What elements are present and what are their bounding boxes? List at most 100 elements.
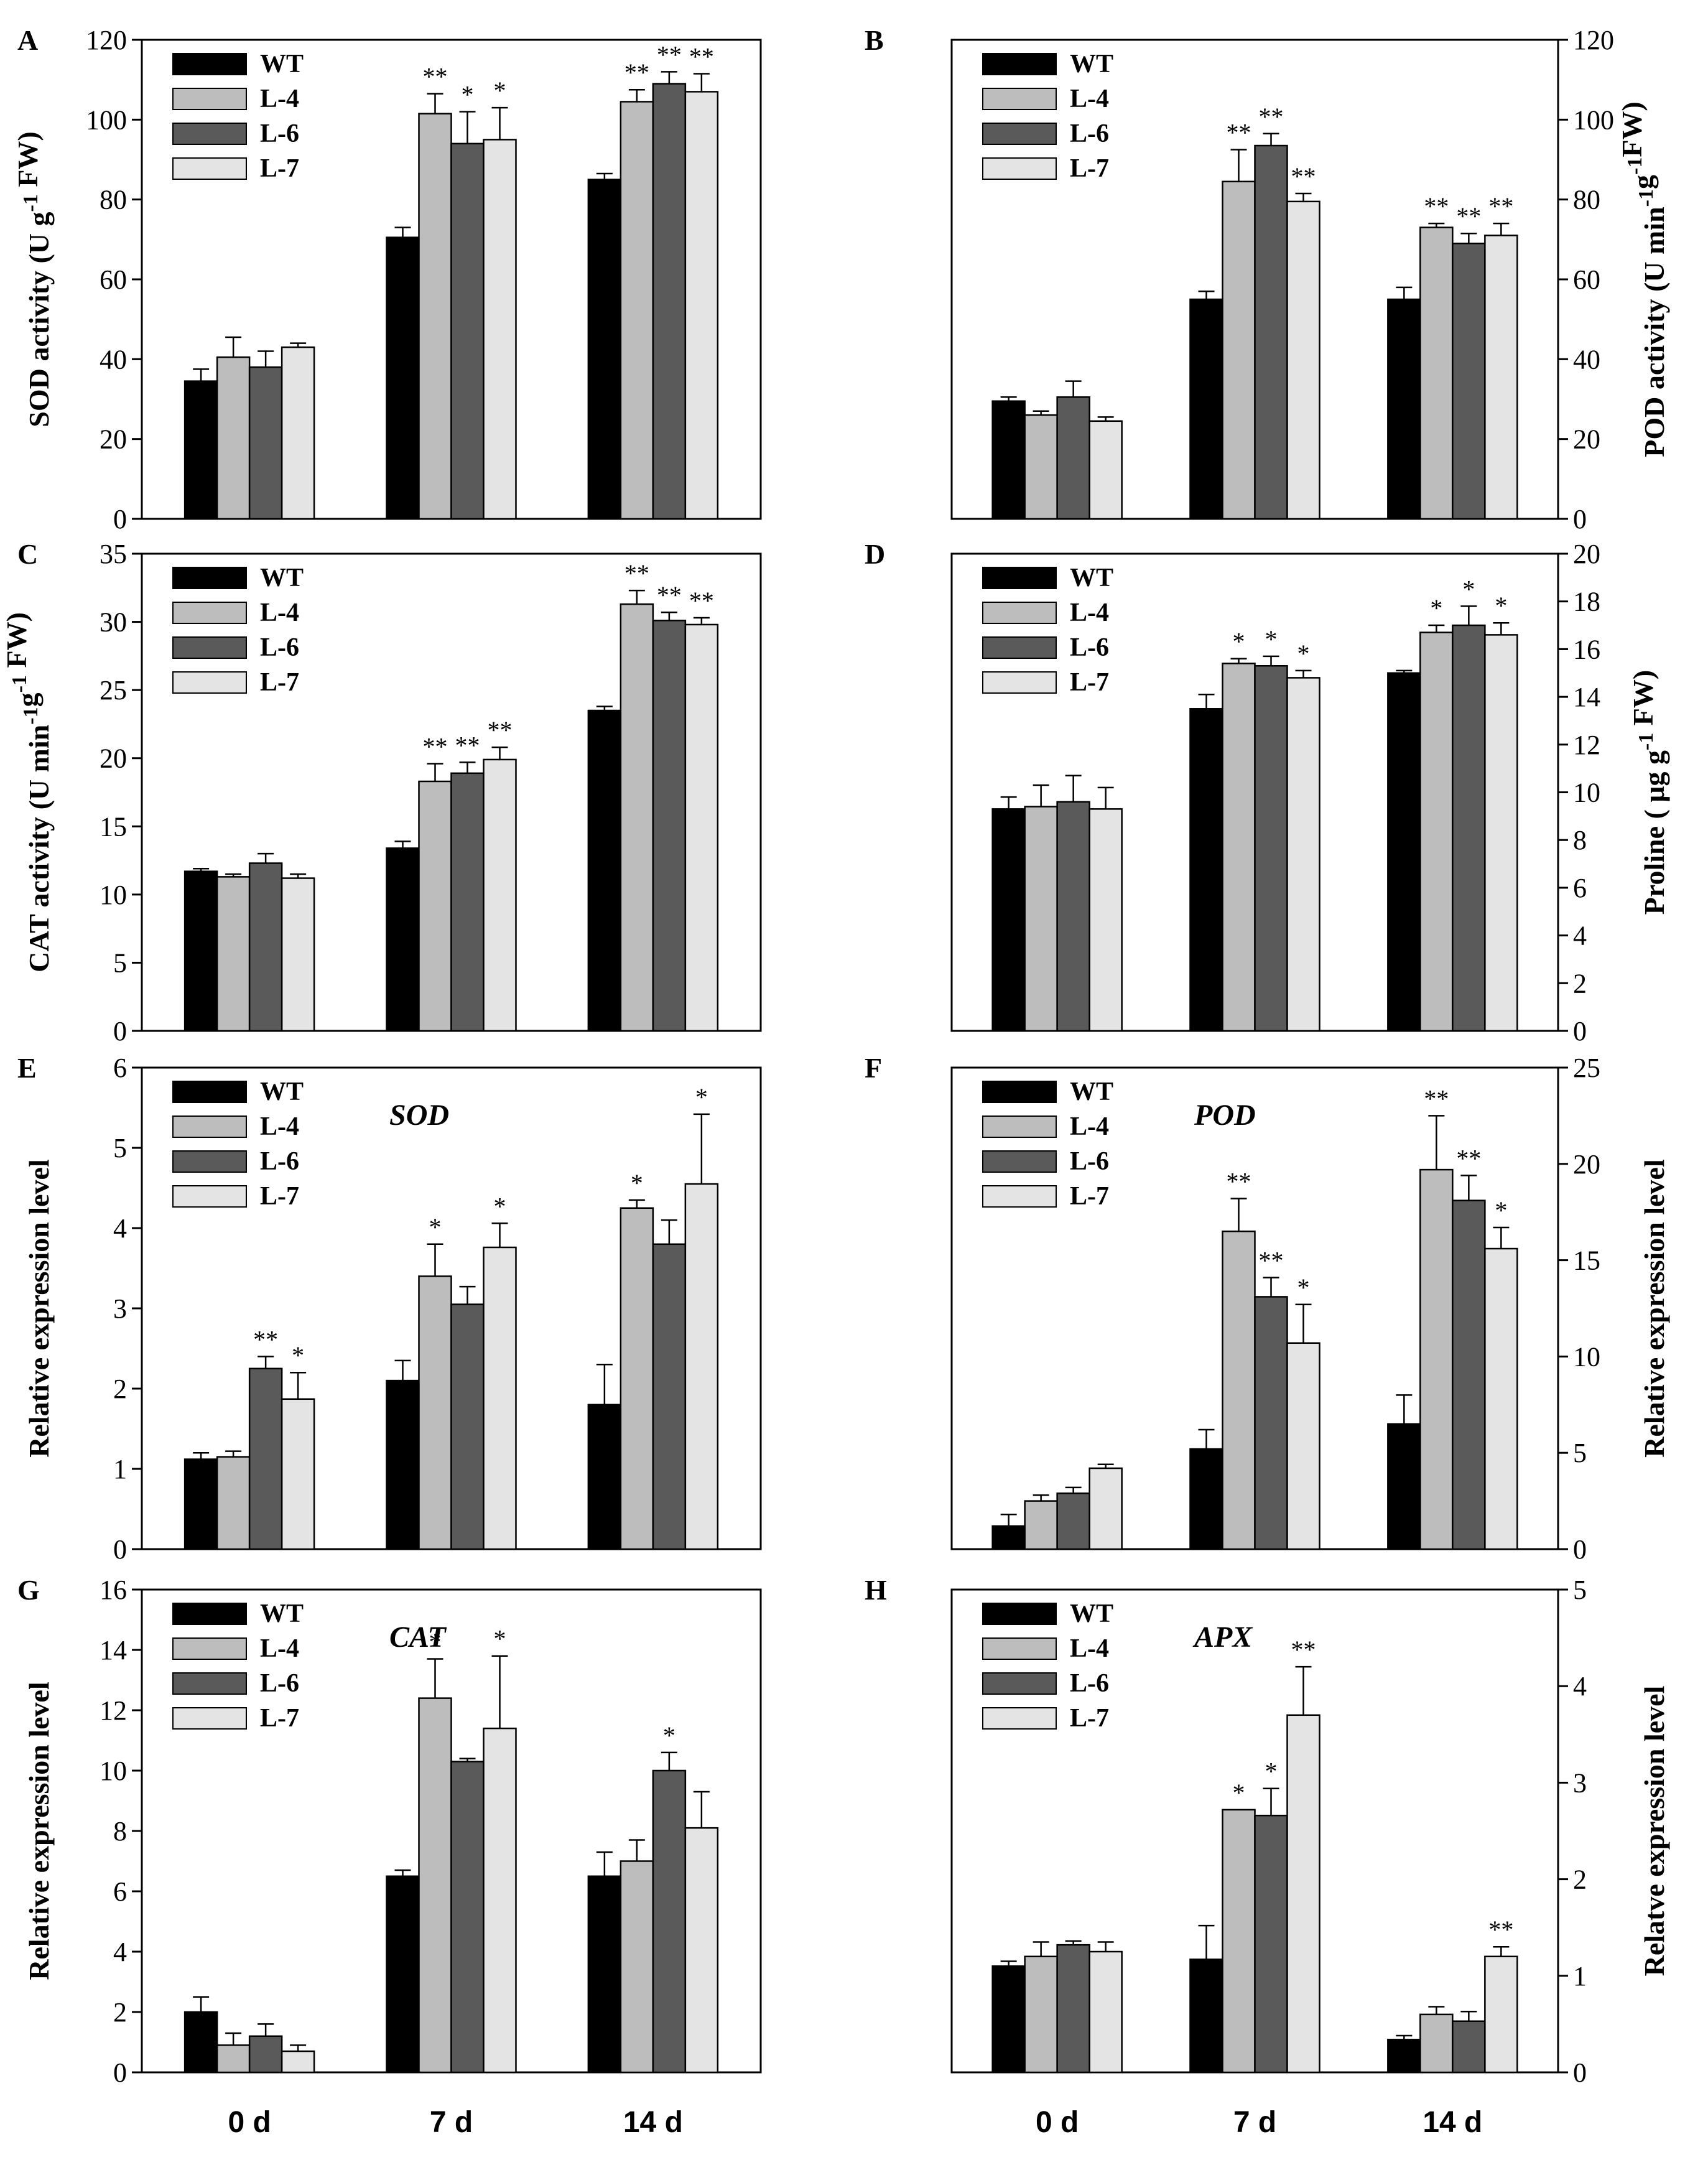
bar-L-4-0d [1024,1955,1058,2074]
legend-swatch [982,567,1057,589]
significance-marker: ** [624,58,649,86]
bar-WT-7d [386,847,420,1032]
bar-WT-14d [587,1404,622,1550]
y-axis-label-part: FW) [1,612,32,675]
legend-swatch [172,53,247,75]
x-tick-label: 7 d [1233,2106,1276,2139]
y-tick-label: 2 [113,1997,127,2028]
significance-marker: * [462,81,474,109]
y-tick-label: 120 [1573,25,1614,55]
y-tick-label: 4 [1573,1671,1587,1702]
bar-L-7-14d [1484,634,1518,1032]
bar-L-6-7d [1254,664,1288,1032]
significance-marker: ** [689,43,714,71]
y-tick-label: 14 [100,1635,127,1665]
significance-marker: * [1297,640,1310,668]
legend-label: L-6 [260,633,299,662]
bar-L-6-14d [652,1243,687,1550]
y-tick-label: 6 [113,1053,127,1083]
bar-L-6-7d [450,1303,485,1550]
significance-marker: ** [657,40,682,68]
significance-marker: * [494,77,506,105]
y-axis-label-part: Relative expression level [23,1682,55,1980]
legend-swatch [172,1603,247,1625]
bar-L-7-0d [281,346,315,520]
legend-swatch [982,1603,1057,1625]
y-tick-label: 0 [1573,504,1587,534]
legend-swatch [172,671,247,694]
y-tick-label: 20 [1573,539,1600,569]
y-tick-label: 16 [1573,634,1600,664]
bar-WT-0d [991,400,1026,520]
chart-title: POD [1194,1099,1256,1132]
bar-L-6-0d [248,1367,283,1550]
bar-L-6-14d [1452,2020,1486,2074]
bar-WT-0d [991,1965,1026,2074]
bar-WT-0d [991,808,1026,1032]
y-tick-label: 2 [113,1374,127,1404]
significance-marker: * [494,1625,506,1653]
bar-L-4-0d [216,2044,251,2074]
legend-label: L-6 [1070,1669,1109,1698]
bar-L-4-0d [1024,414,1058,520]
legend-label: L-7 [1070,1704,1109,1733]
y-tick-label: 120 [86,25,127,55]
significance-marker: ** [1259,1246,1284,1274]
y-axis-label-part: FW) [1627,670,1659,733]
legend-label: L-6 [260,1669,299,1698]
significance-marker: * [1265,1758,1278,1786]
y-tick-label: 20 [1573,1149,1600,1180]
bar-L-7-7d [1286,677,1320,1032]
x-tick-label: 7 d [430,2106,473,2139]
y-tick-label: 6 [1573,873,1587,903]
legend-swatch [172,1115,247,1138]
y-tick-label: 0 [1573,2057,1587,2088]
y-tick-label: 10 [1573,1341,1600,1372]
bar-L-4-14d [620,603,654,1032]
x-tick-label: 14 d [623,2106,683,2139]
legend-swatch [172,1672,247,1695]
y-tick-label: 20 [100,743,127,774]
legend-swatch [982,123,1057,145]
legend-swatch [172,636,247,659]
bar-L-7-7d [1286,200,1320,520]
significance-marker: * [1462,575,1475,603]
bar-L-6-14d [652,1769,687,2074]
y-axis-label-part: FW) [12,131,44,194]
bar-L-4-0d [216,1456,251,1550]
legend-label: L-7 [260,1182,299,1211]
legend-label: L-4 [1070,1634,1109,1663]
significance-marker: * [631,1169,643,1197]
bar-L-7-14d [684,1827,719,2074]
legend-swatch [982,157,1057,180]
significance-marker: * [1495,592,1507,620]
y-tick-label: 2 [1573,968,1587,999]
y-tick-label: 25 [1573,1053,1600,1083]
y-tick-label: 35 [100,539,127,569]
x-tick-label: 14 d [1423,2106,1482,2139]
panel-letter: B [865,24,884,56]
bar-L-6-7d [450,142,485,520]
y-tick-label: 20 [1573,424,1600,455]
legend-swatch [172,1637,247,1660]
bar-WT-0d [183,2011,218,2074]
y-axis-label: Proline ( μg g-1 FW) [1627,670,1670,915]
bar-L-4-7d [418,1275,452,1550]
y-tick-label: 5 [113,948,127,978]
y-tick-label: 8 [113,1816,127,1847]
bar-L-7-14d [1484,1955,1518,2074]
bar-L-6-0d [1056,801,1090,1032]
bar-L-7-14d [1484,1247,1518,1550]
legend-swatch [982,602,1057,624]
bar-L-4-0d [1024,806,1058,1032]
bar-L-4-14d [620,1207,654,1550]
y-axis-label-part: g [1627,175,1659,189]
significance-marker: * [429,1213,442,1241]
y-axis-label: Relative expression level [1638,1159,1670,1458]
legend-label: L-7 [1070,154,1109,183]
bar-WT-7d [1189,298,1223,520]
bar-L-6-14d [1452,624,1486,1032]
bar-L-4-7d [418,113,452,520]
